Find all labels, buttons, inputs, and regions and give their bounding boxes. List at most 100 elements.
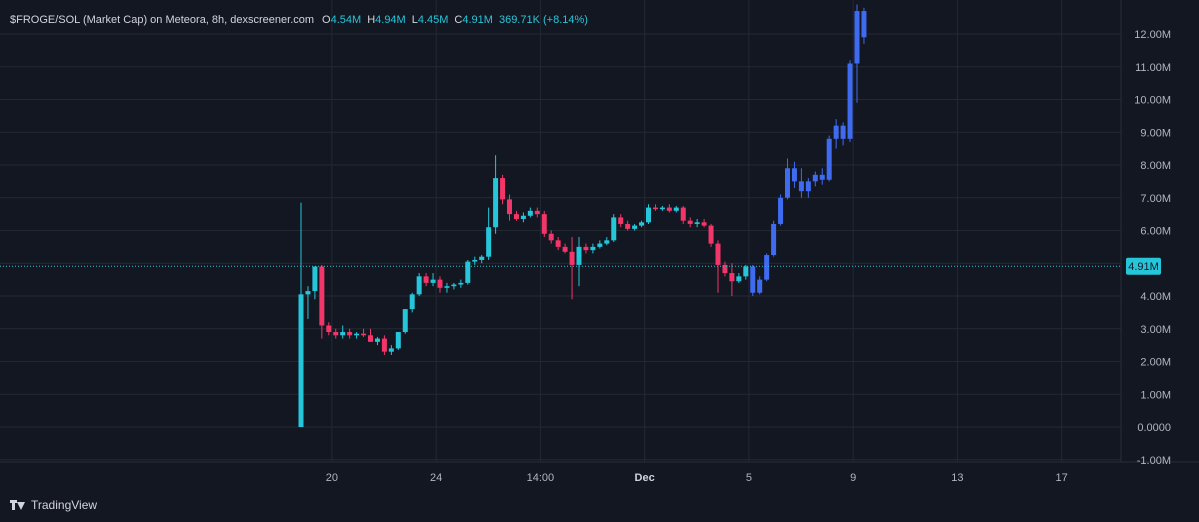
candle-body xyxy=(555,240,561,247)
low-label: L xyxy=(411,14,418,26)
candle-body xyxy=(625,223,631,229)
symbol-title: $FROGE/SOL (Market Cap) on Meteora, 8h, … xyxy=(10,14,315,26)
candle-body xyxy=(472,259,478,262)
candle xyxy=(646,204,651,224)
candle-body xyxy=(437,279,443,288)
candle-body xyxy=(771,223,777,256)
candle xyxy=(562,243,568,254)
candle-body xyxy=(444,286,450,288)
candle-body xyxy=(583,246,589,251)
open-value: 4.54M xyxy=(330,14,362,26)
candle-body xyxy=(354,333,360,336)
candle-body xyxy=(423,276,429,283)
candle xyxy=(840,122,846,146)
candle xyxy=(833,119,839,149)
candle xyxy=(708,223,714,247)
candle xyxy=(680,205,686,224)
candle xyxy=(729,263,735,296)
candle xyxy=(541,210,547,238)
time-axis[interactable]: 20 24 14:00 Dec 5 9 13 17 xyxy=(326,472,1068,484)
candle-body xyxy=(618,217,624,224)
price-tick-label: 0.0000 xyxy=(1137,422,1171,434)
candle-body xyxy=(611,217,617,241)
candle xyxy=(757,276,763,295)
price-tick-label: 2.00M xyxy=(1140,357,1171,369)
candle-body xyxy=(548,233,554,241)
candle xyxy=(395,332,401,351)
candle xyxy=(750,264,756,296)
candle-body xyxy=(812,174,818,182)
candle xyxy=(548,230,554,244)
price-tick-label: 6.00M xyxy=(1140,226,1171,238)
candle xyxy=(618,214,624,228)
candle-body xyxy=(513,214,519,220)
candle xyxy=(416,273,422,296)
candle xyxy=(374,336,380,346)
candle-body xyxy=(347,332,353,336)
time-tick-label: 17 xyxy=(1056,472,1068,484)
candle xyxy=(611,214,617,242)
candle-body xyxy=(785,168,790,198)
candle-body xyxy=(708,225,714,244)
candle xyxy=(361,328,367,337)
price-tick-label: 10.00M xyxy=(1134,95,1171,107)
candle-body xyxy=(520,215,526,220)
price-axis[interactable]: 12.00M 11.00M 10.00M 9.00M 8.00M 7.00M 6.00M 4.… xyxy=(1134,29,1171,467)
candle-body xyxy=(402,309,408,333)
candle xyxy=(819,168,825,185)
candle xyxy=(743,264,749,280)
candle xyxy=(555,237,561,251)
candle xyxy=(368,328,373,342)
candle xyxy=(590,243,596,254)
price-tick-label: 9.00M xyxy=(1140,127,1171,139)
candle-body xyxy=(541,214,547,234)
candle xyxy=(812,171,818,187)
candle xyxy=(666,204,672,213)
candle xyxy=(437,276,443,293)
candle xyxy=(632,223,638,231)
candle xyxy=(527,207,533,218)
candle-body xyxy=(840,125,846,139)
time-tick-label: 24 xyxy=(430,472,442,484)
candle-body xyxy=(743,266,749,277)
candle xyxy=(764,253,770,282)
candle xyxy=(694,219,700,228)
candle xyxy=(861,7,867,44)
candle xyxy=(472,256,478,265)
close-label: C xyxy=(454,14,463,26)
candle-body xyxy=(604,240,610,244)
candle-body xyxy=(791,168,797,182)
time-tick-label: 13 xyxy=(951,472,963,484)
candle-body xyxy=(576,246,582,265)
candle xyxy=(569,237,575,300)
price-tick-label: 12.00M xyxy=(1134,29,1171,41)
candle xyxy=(847,60,853,143)
candle-body xyxy=(639,222,645,226)
candle-body xyxy=(326,325,332,333)
candle-body xyxy=(562,246,568,252)
candle xyxy=(312,266,318,300)
candle xyxy=(319,264,325,339)
open-label: O xyxy=(322,14,331,26)
candle xyxy=(298,202,304,427)
candle-body xyxy=(361,333,367,336)
candle xyxy=(465,259,471,285)
candle xyxy=(451,282,457,290)
svg-text:4.91M: 4.91M xyxy=(1128,261,1159,273)
tradingview-attribution[interactable]: TradingView xyxy=(10,498,97,512)
candle xyxy=(430,273,436,287)
candle-body xyxy=(847,63,853,139)
chart-legend: $FROGE/SOL (Market Cap) on Meteora, 8h, … xyxy=(10,14,588,26)
time-tick-label: 9 xyxy=(850,472,856,484)
candle xyxy=(722,261,728,277)
candle-body xyxy=(597,243,603,247)
candle-body xyxy=(680,207,686,221)
high-value: 4.94M xyxy=(375,14,406,26)
change-value: 369.71K (+8.14%) xyxy=(498,14,588,26)
candle xyxy=(701,219,707,228)
price-tick-label: -1.00M xyxy=(1137,455,1171,467)
candle xyxy=(778,194,784,226)
candle xyxy=(639,220,645,228)
